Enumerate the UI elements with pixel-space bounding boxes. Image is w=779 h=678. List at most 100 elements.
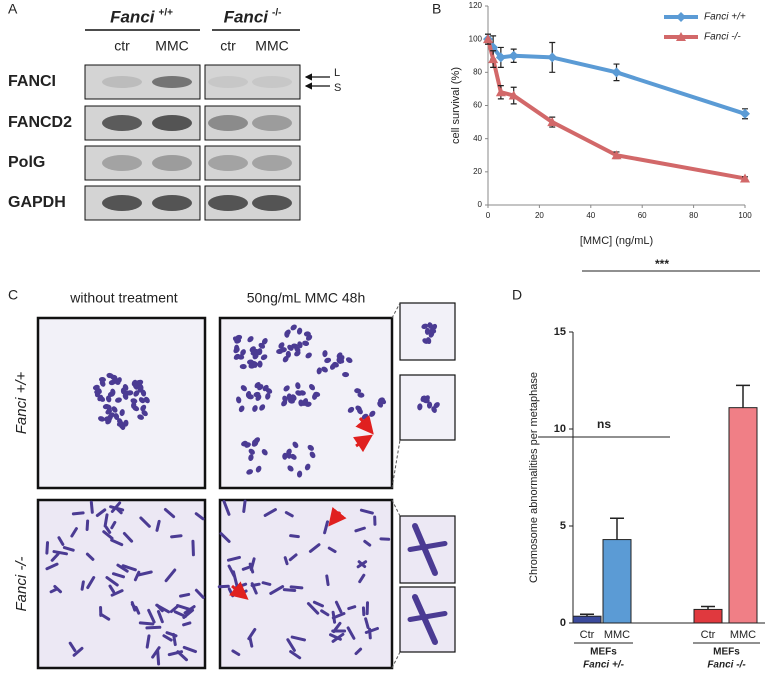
panel-label: B: [432, 1, 441, 17]
chromosome: [108, 412, 115, 419]
chromosome: [170, 534, 183, 539]
chromosome: [80, 580, 85, 591]
chromosome: [105, 576, 119, 587]
chromosome: [278, 342, 285, 349]
chromosome: [347, 605, 357, 611]
chromosome: [156, 610, 164, 624]
chromosome: [194, 588, 205, 599]
blot-band: [152, 115, 192, 131]
chromosome: [162, 634, 173, 642]
y-tick-label: 120: [469, 1, 483, 10]
chromosome: [357, 407, 363, 415]
x-tick-label: 0: [486, 211, 491, 220]
chromosome: [329, 363, 336, 370]
chromosome: [316, 367, 322, 375]
blot-band: [252, 155, 292, 171]
significance: ***: [655, 257, 669, 271]
chromosome: [71, 511, 85, 516]
chromosome: [282, 395, 288, 403]
data-point: [488, 54, 499, 64]
chromosome: [312, 600, 324, 608]
data-point: [495, 52, 506, 63]
chromosome: [312, 392, 318, 400]
chromosome: [252, 405, 258, 412]
chromosome: [139, 516, 151, 528]
chromosome: [231, 649, 241, 656]
chromosome: [357, 392, 365, 398]
chromosome: [108, 584, 116, 594]
chromosome: [95, 387, 102, 394]
chromosome: [247, 336, 254, 343]
data-point: [508, 90, 519, 100]
group-sublabel: Fanci -/-: [707, 660, 746, 671]
lane-label: ctr: [114, 38, 130, 54]
chromosome: [289, 585, 304, 590]
chromosome: [320, 609, 330, 617]
chromosome: [116, 421, 124, 427]
data-point: [547, 117, 558, 127]
chromosome: [145, 625, 162, 630]
chromosome: [283, 385, 290, 392]
genotype-name: Fanci: [110, 7, 156, 26]
chromosome: [156, 648, 161, 666]
chromosome: [50, 552, 60, 562]
chromosome: [126, 390, 134, 396]
column-label: without treatment: [69, 290, 177, 306]
chromosome: [321, 366, 328, 373]
chromosome: [113, 413, 120, 420]
chromosome: [155, 519, 161, 532]
chromosome: [57, 536, 65, 546]
chromosome: [106, 404, 112, 412]
chromosome: [182, 645, 198, 654]
row-label: FANCI: [8, 73, 56, 90]
lane-label: MMC: [255, 38, 288, 54]
y-tick-label: 60: [473, 101, 482, 110]
blot-box: [204, 145, 301, 181]
chromosome: [133, 390, 140, 397]
chromosome: [179, 592, 191, 598]
red-arrow: [353, 434, 373, 453]
chromosome: [260, 354, 268, 361]
blot-band: [208, 76, 248, 88]
x-tick-label: Ctr: [580, 629, 595, 641]
blot-box: [84, 145, 201, 181]
chromosome: [269, 585, 285, 595]
chromosome: [232, 336, 240, 343]
chromosome: [85, 519, 90, 531]
chromosome: [299, 400, 307, 406]
chromosome: [72, 646, 84, 657]
bar: [572, 615, 602, 624]
chromosome: [417, 403, 423, 411]
chromosome: [337, 357, 345, 364]
chromosome: [121, 564, 137, 572]
chromosome: [304, 463, 311, 471]
chromosome: [305, 352, 312, 359]
chromosome: [342, 371, 350, 378]
chromosome: [255, 465, 262, 473]
data-point: [611, 150, 622, 160]
blot-band: [252, 115, 292, 131]
error-bar: [736, 384, 750, 408]
arrow-label: S: [334, 82, 341, 94]
chromosome: [145, 634, 151, 649]
chromosome: [155, 603, 164, 613]
data-point: [547, 52, 558, 63]
blot-band: [252, 76, 292, 88]
chromosome: [421, 323, 429, 330]
chromosome: [52, 550, 68, 556]
x-tick-label: 80: [689, 211, 698, 220]
chromosome: [239, 363, 247, 370]
chromosome: [85, 552, 95, 561]
blot-band: [102, 195, 142, 211]
chromosome: [284, 511, 294, 518]
chromosome: [250, 582, 258, 595]
chromosome: [89, 500, 94, 514]
chromosome: [431, 323, 438, 331]
chromosome: [286, 448, 292, 456]
y-tick-label: 0: [560, 617, 566, 629]
bar: [602, 539, 632, 624]
y-tick-label: 15: [554, 326, 566, 338]
bar: [693, 608, 723, 624]
chromosome: [290, 324, 297, 331]
